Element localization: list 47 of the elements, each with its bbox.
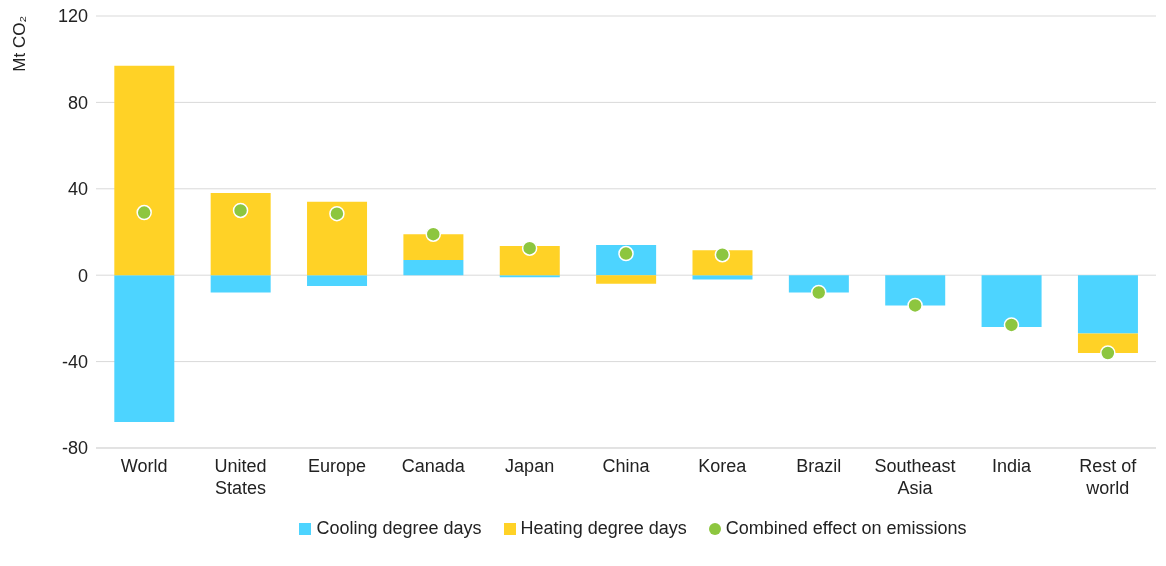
legend-label: Heating degree days <box>519 518 687 539</box>
point <box>232 202 249 219</box>
point <box>425 226 442 242</box>
y-tick-label: -40 <box>61 351 88 372</box>
y-tick-label: 40 <box>67 179 88 200</box>
bar <box>1077 333 1138 353</box>
legend-label: Cooling degree days <box>315 518 482 539</box>
bar <box>114 65 175 276</box>
y-tick-label: 120 <box>57 6 88 27</box>
y-tick-label: 0 <box>77 265 88 286</box>
bar <box>307 201 368 276</box>
bar <box>981 275 1042 328</box>
point <box>136 204 152 221</box>
bar <box>114 275 175 423</box>
bar <box>499 246 560 276</box>
x-tick-label: Southeast Asia <box>874 456 956 498</box>
point <box>1100 345 1116 361</box>
y-tick-label: 80 <box>67 92 88 113</box>
point <box>521 240 538 256</box>
x-tick-label: Korea <box>698 456 748 476</box>
x-tick-label: Europe <box>307 456 366 476</box>
bar <box>210 193 271 276</box>
bar <box>499 275 560 278</box>
x-tick-label: Japan <box>505 456 555 476</box>
x-tick-label: World <box>120 456 168 476</box>
bar <box>403 260 464 276</box>
bar <box>885 275 946 306</box>
x-tick-label: Canada <box>401 456 466 476</box>
bar <box>307 275 368 286</box>
bar <box>692 275 753 280</box>
bar <box>788 275 849 293</box>
legend-label: Combined effect on emissions <box>724 518 967 539</box>
x-tick-label: India <box>991 456 1032 476</box>
x-tick-label: Brazil <box>796 456 842 476</box>
x-tick-label: United States <box>214 456 267 498</box>
bar <box>596 275 657 284</box>
x-tick-label: China <box>602 456 651 476</box>
point <box>907 297 923 314</box>
x-tick-label: Rest of world <box>1079 456 1138 498</box>
point <box>1003 317 1020 333</box>
bar <box>210 275 271 293</box>
bar <box>403 234 464 261</box>
point <box>329 205 345 222</box>
y-axis-title: Mt CO₂ <box>10 16 30 72</box>
bar <box>596 244 657 276</box>
bar <box>1077 275 1138 334</box>
y-tick-label: -80 <box>61 438 88 459</box>
